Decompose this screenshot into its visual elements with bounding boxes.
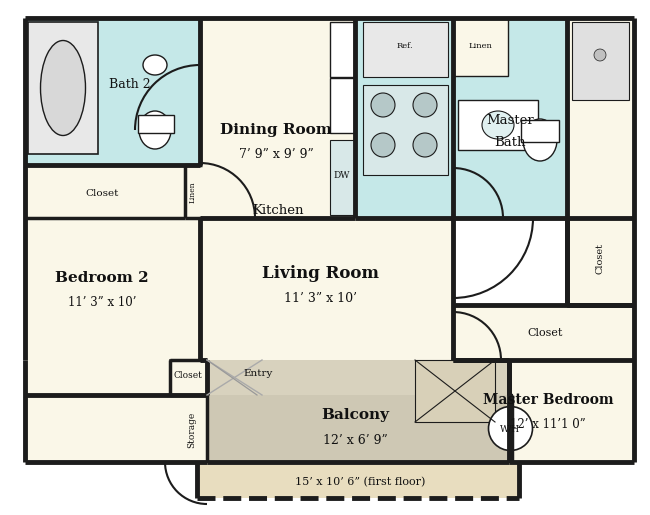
Text: Bath: Bath <box>494 136 526 149</box>
Bar <box>363 22 448 77</box>
Text: DW: DW <box>333 170 350 180</box>
Bar <box>138 115 174 133</box>
Text: Storage: Storage <box>187 412 196 448</box>
Text: W/H: W/H <box>500 424 521 433</box>
Bar <box>207 360 509 395</box>
Bar <box>200 218 453 360</box>
Bar <box>355 18 453 218</box>
Bar <box>458 100 538 150</box>
Text: 7’ 9” x 9’ 9”: 7’ 9” x 9’ 9” <box>239 148 313 162</box>
Text: Closet: Closet <box>595 243 604 273</box>
Bar <box>25 18 200 360</box>
Bar <box>207 395 509 462</box>
Bar <box>28 22 98 154</box>
Bar <box>200 18 634 218</box>
Bar <box>330 78 355 133</box>
Text: Linen: Linen <box>189 181 197 203</box>
Text: Master Bedroom: Master Bedroom <box>483 393 614 407</box>
Circle shape <box>489 406 532 451</box>
Bar <box>572 22 629 100</box>
Text: Bedroom 2: Bedroom 2 <box>55 271 149 285</box>
Bar <box>453 18 567 218</box>
Ellipse shape <box>143 55 167 75</box>
Bar <box>509 395 512 462</box>
Text: Closet: Closet <box>85 188 119 197</box>
Bar <box>509 395 512 462</box>
Text: 12’ x 6’ 9”: 12’ x 6’ 9” <box>322 434 387 447</box>
Text: 15’ x 10’ 6” (first floor): 15’ x 10’ 6” (first floor) <box>295 477 425 487</box>
Ellipse shape <box>482 111 514 139</box>
Text: Living Room: Living Room <box>261 265 378 282</box>
Text: Ref.: Ref. <box>396 42 413 50</box>
Bar <box>453 18 508 76</box>
Bar <box>197 462 519 498</box>
Circle shape <box>594 49 606 61</box>
Text: Kitchen: Kitchen <box>252 203 304 216</box>
Text: 12’ x 11’1 0”: 12’ x 11’1 0” <box>510 419 586 432</box>
Text: Entry: Entry <box>243 369 273 377</box>
Text: Closet: Closet <box>527 328 563 338</box>
Bar <box>25 360 207 462</box>
Circle shape <box>371 93 395 117</box>
Text: Master: Master <box>486 113 534 127</box>
Text: 11’ 3” x 10’: 11’ 3” x 10’ <box>283 291 356 304</box>
Ellipse shape <box>40 41 86 135</box>
Bar <box>415 360 495 422</box>
Circle shape <box>371 133 395 157</box>
Bar <box>170 360 207 395</box>
Text: Balcony: Balcony <box>321 408 389 422</box>
Bar <box>567 18 634 305</box>
Circle shape <box>413 93 437 117</box>
Ellipse shape <box>139 111 171 149</box>
Text: 11’ 3” x 10’: 11’ 3” x 10’ <box>68 296 136 308</box>
Circle shape <box>413 133 437 157</box>
Text: Bath 2: Bath 2 <box>109 78 151 92</box>
Bar <box>521 120 559 142</box>
Bar <box>330 140 355 215</box>
Bar <box>330 22 355 77</box>
Bar <box>25 18 200 165</box>
Bar <box>453 305 634 462</box>
Text: Closet: Closet <box>174 370 202 380</box>
Text: Dining Room: Dining Room <box>220 123 332 137</box>
Ellipse shape <box>523 119 557 161</box>
Bar <box>185 165 202 218</box>
Bar <box>363 85 448 175</box>
Text: Linen: Linen <box>468 42 492 50</box>
